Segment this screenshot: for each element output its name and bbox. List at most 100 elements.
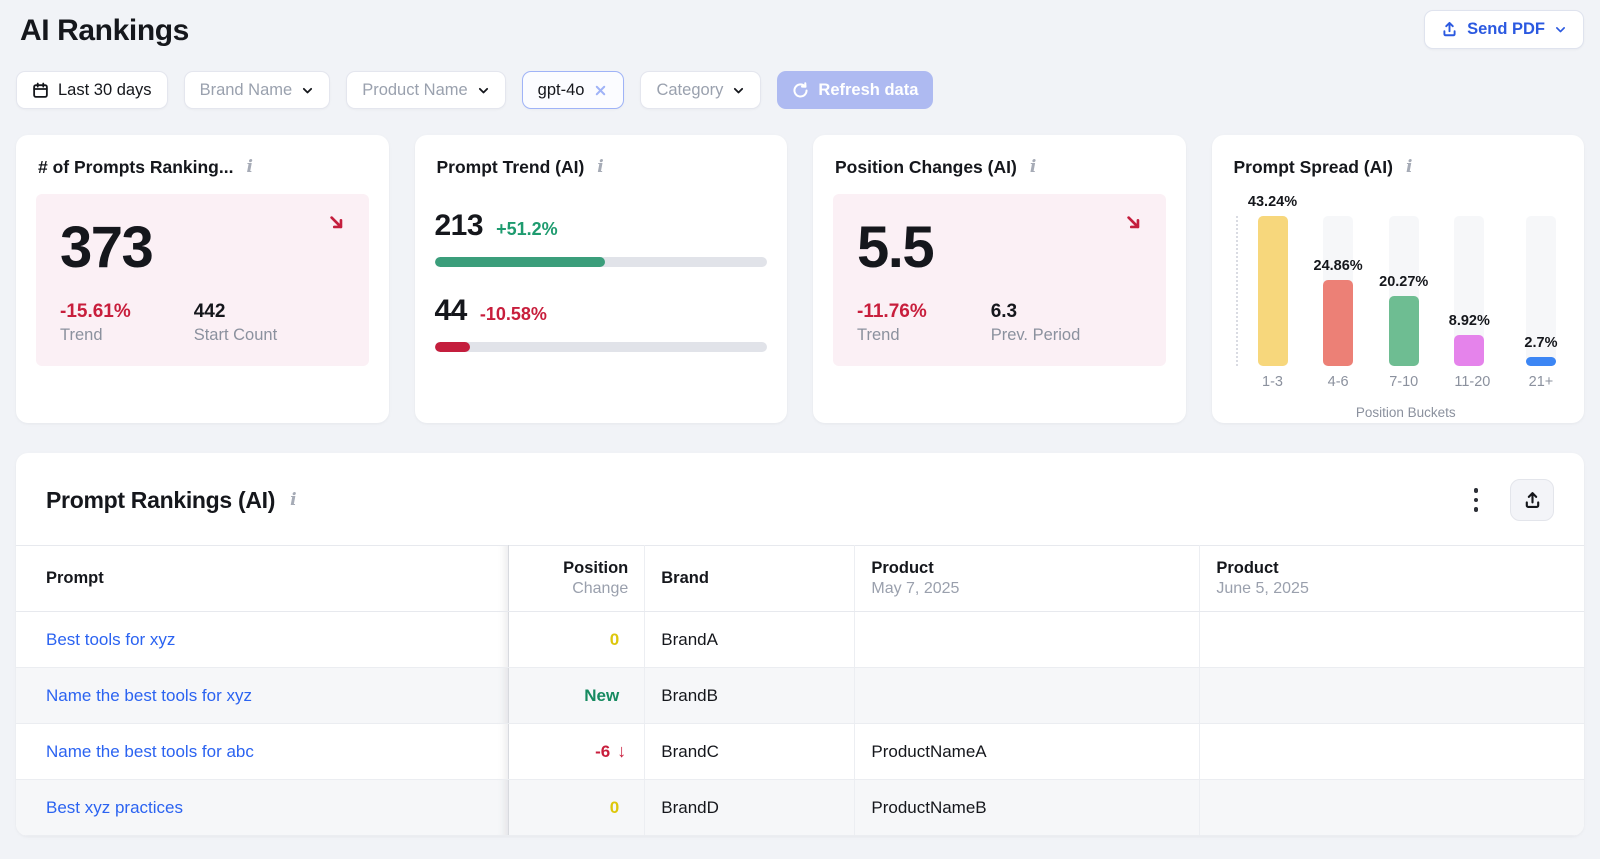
bar-value-label: 8.92% <box>1448 313 1490 330</box>
info-icon[interactable]: i <box>290 489 297 510</box>
start-count-label: Start Count <box>193 325 278 344</box>
trend-label: Trend <box>60 325 103 344</box>
metric-panel: 373 -15.61% Trend 442 Start Count <box>36 194 369 366</box>
product-may-cell: ProductNameB <box>854 779 1201 836</box>
product-june-cell <box>1199 779 1584 836</box>
prev-period-value: 6.3 <box>990 300 1018 322</box>
brand-name-placeholder: Brand Name <box>199 80 293 99</box>
table-row: Name the best tools for xyz New BrandB <box>16 667 1584 724</box>
refresh-data-button[interactable]: Refresh data <box>777 71 934 109</box>
trend-down-arrow-icon <box>328 214 345 231</box>
bar-category-label: 7-10 <box>1389 374 1419 390</box>
table-row: Best xyz practices 0 BrandD ProductNameB <box>16 779 1584 836</box>
position-change-cell: 0 <box>508 611 646 668</box>
filter-bar: Last 30 days Brand Name Product Name gpt… <box>16 71 1584 109</box>
prompt-cell: Best xyz practices <box>16 779 509 836</box>
model-chip-label: gpt-4o <box>537 80 585 99</box>
prompt-link[interactable]: Best tools for xyz <box>46 629 176 649</box>
send-pdf-button[interactable]: Send PDF <box>1424 10 1584 49</box>
prompt-spread-card: Prompt Spread (AI) i 43.24% 1-3 24.86% 4-6… <box>1211 135 1584 423</box>
page-title: AI Rankings <box>20 14 189 47</box>
bar-column: 8.92% 11-20 <box>1449 216 1491 390</box>
progress-fill <box>434 342 470 352</box>
info-icon[interactable]: i <box>1029 157 1037 177</box>
prompt-rankings-section: Prompt Rankings (AI) i Prompt <box>16 453 1584 836</box>
prompt-cell: Best tools for xyz <box>16 611 509 668</box>
prompt-cell: Name the best tools for xyz <box>16 667 509 724</box>
bar-fill <box>1388 295 1419 366</box>
info-icon[interactable]: i <box>1405 157 1413 177</box>
product-name-dropdown[interactable]: Product Name <box>346 71 506 109</box>
category-dropdown[interactable]: Category <box>640 71 762 109</box>
product-june-cell <box>1199 667 1584 724</box>
column-header-prompt: Prompt <box>16 545 509 612</box>
upload-icon <box>1441 21 1458 38</box>
bar-fill <box>1323 279 1354 366</box>
trend-percent: -11.76% <box>857 300 927 322</box>
progress-fill <box>434 257 605 267</box>
date-range-label: Last 30 days <box>58 80 152 99</box>
card-title: Prompt Spread (AI) <box>1233 157 1393 177</box>
bar-value-label: 43.24% <box>1247 194 1298 210</box>
table-row: Best tools for xyz 0 BrandA <box>16 611 1584 668</box>
prev-period-label: Prev. Period <box>990 325 1081 344</box>
dashboard-page: AI Rankings Send PDF Last 30 days Brand … <box>16 0 1584 836</box>
send-pdf-label: Send PDF <box>1467 20 1545 38</box>
top-header: AI Rankings Send PDF <box>16 0 1584 49</box>
product-may-cell: ProductNameA <box>854 723 1201 780</box>
prompt-link[interactable]: Name the best tools for xyz <box>46 685 252 705</box>
close-icon[interactable] <box>593 83 608 98</box>
down-arrow-icon: ↓ <box>617 741 627 761</box>
prompt-rankings-table: Prompt Position Change Brand Product May… <box>16 545 1584 836</box>
brand-cell: BrandA <box>644 611 856 668</box>
brand-cell: BrandC <box>644 723 856 780</box>
position-change-cell: -6 ↓ <box>508 723 646 780</box>
bar-fill <box>1454 335 1485 366</box>
column-header-position-change: Position Change <box>508 545 646 612</box>
bar-fill <box>1257 216 1288 366</box>
model-filter-chip[interactable]: gpt-4o <box>521 71 625 109</box>
bar-category-label: 4-6 <box>1327 374 1349 390</box>
progress-track <box>434 342 767 352</box>
refresh-icon <box>792 81 809 99</box>
product-name-placeholder: Product Name <box>362 80 468 99</box>
trend-percent: -15.61% <box>60 300 131 322</box>
trend-metric-up: 213 +51.2% <box>434 209 767 267</box>
table-row: Name the best tools for abc -6 ↓ BrandC P… <box>16 723 1584 780</box>
bar-value-label: 20.27% <box>1379 273 1429 290</box>
date-range-button[interactable]: Last 30 days <box>16 71 168 109</box>
card-title: # of Prompts Ranking... <box>38 157 234 177</box>
info-icon[interactable]: i <box>597 157 604 177</box>
bar-value-label: 24.86% <box>1313 257 1363 274</box>
trend-metric-down: 44 -10.58% <box>434 294 767 352</box>
position-change-cell: 0 <box>508 779 646 836</box>
bar-column: 43.24% 1-3 <box>1248 194 1297 390</box>
x-axis-title: Position Buckets <box>1355 405 1456 420</box>
prompt-link[interactable]: Best xyz practices <box>46 797 183 817</box>
prompt-link[interactable]: Name the best tools for abc <box>46 741 254 761</box>
export-button[interactable] <box>1510 479 1554 521</box>
progress-track <box>434 257 767 267</box>
chevron-down-icon <box>477 84 490 97</box>
metric-panel: 5.5 -11.76% Trend 6.3 Prev. Period <box>833 194 1166 366</box>
card-title: Prompt Trend (AI) <box>436 157 585 177</box>
more-options-icon[interactable] <box>1466 481 1487 518</box>
trend-label: Trend <box>857 325 900 344</box>
brand-cell: BrandB <box>644 667 856 724</box>
product-may-cell <box>854 611 1201 668</box>
chevron-down-icon <box>732 84 745 97</box>
metric-percent: -10.58% <box>479 304 547 324</box>
card-title: Position Changes (AI) <box>835 157 1017 177</box>
start-count-value: 442 <box>193 300 226 322</box>
metric-value: 213 <box>434 209 484 242</box>
spread-bar-chart: 43.24% 1-3 24.86% 4-6 20.27% 7-10 8.92% 11-2… <box>1232 194 1565 420</box>
position-changes-card: Position Changes (AI) i 5.5 -11.76% Tren… <box>813 135 1186 423</box>
prompt-trend-card: Prompt Trend (AI) i 213 +51.2% 44 -10.58… <box>414 135 787 423</box>
column-header-product-may: Product May 7, 2025 <box>854 545 1201 612</box>
prompts-ranking-card: # of Prompts Ranking... i 373 -15.61% Tr… <box>16 135 389 423</box>
calendar-icon <box>32 82 49 99</box>
info-icon[interactable]: i <box>246 157 253 177</box>
brand-name-dropdown[interactable]: Brand Name <box>183 71 331 109</box>
product-june-cell <box>1199 611 1584 668</box>
bar-category-label: 11-20 <box>1454 374 1491 390</box>
